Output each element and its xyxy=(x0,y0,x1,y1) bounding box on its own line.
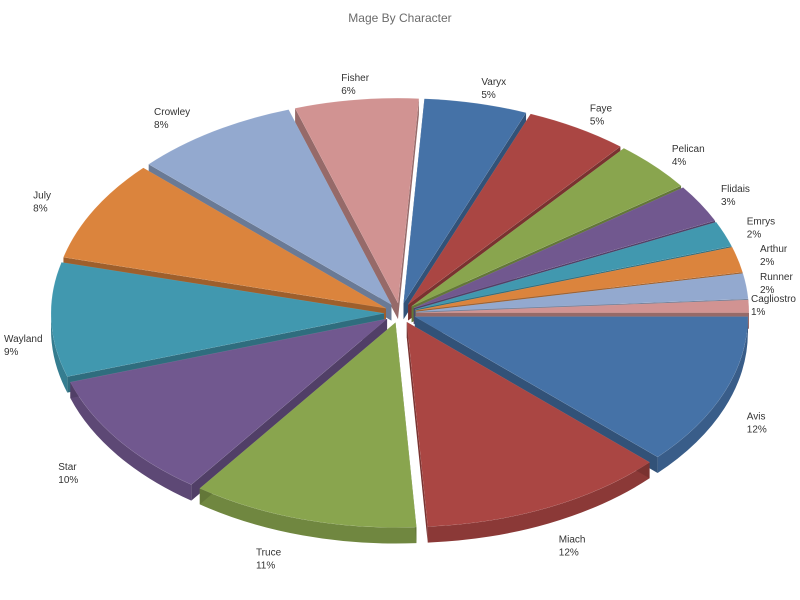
slice-label-emrys: Emrys xyxy=(747,216,775,227)
slice-label-star: Star xyxy=(58,462,77,473)
slice-percent-arthur: 2% xyxy=(760,257,775,268)
slice-label-wayland: Wayland xyxy=(4,334,43,345)
slice-top-faye xyxy=(407,113,621,305)
slice-miach xyxy=(406,321,651,543)
slice-fisher xyxy=(294,97,420,320)
slices-group xyxy=(50,97,750,544)
slice-label-crowley: Crowley xyxy=(154,107,190,118)
slice-percent-wayland: 9% xyxy=(4,347,19,358)
chart-title: Mage By Character xyxy=(348,11,451,25)
slice-side-miach xyxy=(427,462,650,543)
slice-percent-truce: 11% xyxy=(256,560,275,571)
slice-top-arthur xyxy=(415,246,743,311)
slice-side-wayland xyxy=(51,313,68,393)
slice-wall-miach-1 xyxy=(406,321,428,543)
slice-percent-runner: 2% xyxy=(760,285,775,296)
slice-label-fisher: Fisher xyxy=(341,73,369,84)
slice-truce xyxy=(199,322,417,544)
slice-top-star xyxy=(69,318,388,485)
slice-label-arthur: Arthur xyxy=(760,244,788,255)
slice-percent-july: 8% xyxy=(33,203,48,214)
slice-label-flidais: Flidais xyxy=(721,184,750,195)
slice-side-avis xyxy=(657,316,748,473)
slice-percent-miach: 12% xyxy=(559,548,579,559)
slice-percent-crowley: 8% xyxy=(154,120,169,131)
slice-percent-avis: 12% xyxy=(747,425,767,436)
slice-percent-fisher: 6% xyxy=(341,86,356,97)
slice-label-truce: Truce xyxy=(256,547,282,558)
slice-percent-faye: 5% xyxy=(590,116,605,127)
slice-percent-cagliostro: 1% xyxy=(751,307,766,318)
slice-label-miach: Miach xyxy=(559,535,586,546)
slice-percent-emrys: 2% xyxy=(747,229,762,240)
slice-top-fisher xyxy=(294,97,420,305)
slice-top-crowley xyxy=(148,109,393,306)
slice-side-star xyxy=(70,382,192,501)
slice-top-wayland xyxy=(50,262,385,377)
slice-top-emrys xyxy=(414,221,732,310)
slice-side-truce xyxy=(199,488,417,544)
labels-group: Avis 12% Miach 12% Truce 11% Star 10% Wayland 9% J… xyxy=(4,73,796,571)
slice-label-pelican: Pelican xyxy=(672,144,705,155)
slice-top-flidais xyxy=(413,187,716,309)
slice-percent-star: 10% xyxy=(58,475,78,486)
slice-wall-fisher-0 xyxy=(295,108,398,320)
slice-label-july: July xyxy=(33,190,51,201)
slice-top-varyx xyxy=(403,98,527,304)
slice-top-pelican xyxy=(411,147,682,307)
slice-top-runner xyxy=(415,273,749,313)
slice-label-cagliostro: Cagliostro xyxy=(751,294,796,305)
slice-percent-pelican: 4% xyxy=(672,157,687,168)
slice-label-runner: Runner xyxy=(760,272,793,283)
slice-label-varyx: Varyx xyxy=(481,77,506,88)
slice-top-miach xyxy=(406,321,651,527)
slice-label-faye: Faye xyxy=(590,103,613,114)
slice-percent-flidais: 3% xyxy=(721,197,736,208)
slice-top-truce xyxy=(199,322,417,528)
slice-top-cagliostro xyxy=(415,299,750,313)
slice-top-july xyxy=(63,167,387,309)
slice-wall-fisher-1 xyxy=(397,98,419,320)
slice-top-avis xyxy=(413,316,749,458)
slice-label-avis: Avis xyxy=(747,412,766,423)
slice-percent-varyx: 5% xyxy=(481,90,496,101)
